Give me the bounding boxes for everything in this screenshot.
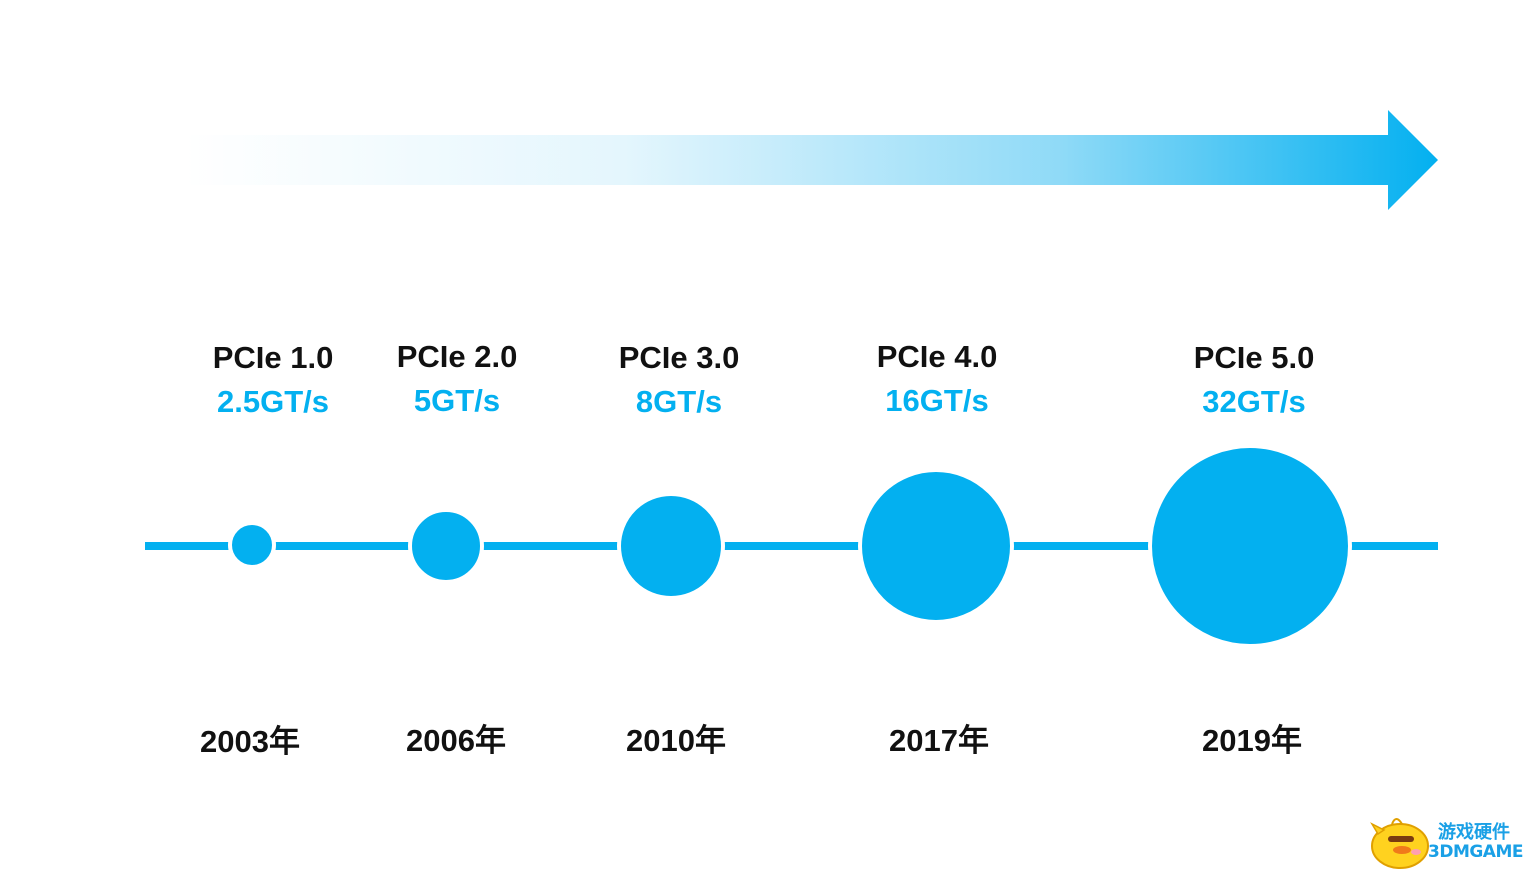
speed-label-pcie5: 32GT/s [1202,384,1306,419]
watermark-text-brand: 3DMGAME [1428,842,1524,862]
speed-label-pcie2: 5GT/s [413,383,501,418]
version-label-pcie2: PCIe 2.0 [396,339,518,374]
milestone-circle-pcie3 [617,492,725,600]
version-label-pcie3: PCIe 3.0 [618,340,740,375]
milestone-circle-pcie1 [228,521,276,569]
timeline-line [145,542,1438,550]
year-label-pcie5: 2019年 [1202,723,1302,758]
version-label-pcie4: PCIe 4.0 [876,339,998,374]
milestone-circle-pcie4 [858,468,1014,624]
year-label-pcie2: 2006年 [406,723,506,758]
version-label-pcie5: PCIe 5.0 [1193,340,1315,375]
year-label-pcie4: 2017年 [889,723,989,758]
version-label-pcie1: PCIe 1.0 [212,340,334,375]
milestone-circle-pcie2 [408,508,484,584]
year-label-pcie1: 2003年 [200,724,300,759]
speed-label-pcie1: 2.5GT/s [217,384,329,419]
watermark-logo: 游戏硬件 3DMGAME [1366,812,1526,870]
milestone-circle-pcie5 [1148,444,1352,648]
progress-arrow [185,110,1438,210]
speed-label-pcie3: 8GT/s [635,384,723,419]
speed-label-pcie4: 16GT/s [885,383,989,418]
year-label-pcie3: 2010年 [626,723,726,758]
chick-mascot-icon [1370,818,1429,869]
watermark-text-cn: 游戏硬件 [1438,822,1510,843]
